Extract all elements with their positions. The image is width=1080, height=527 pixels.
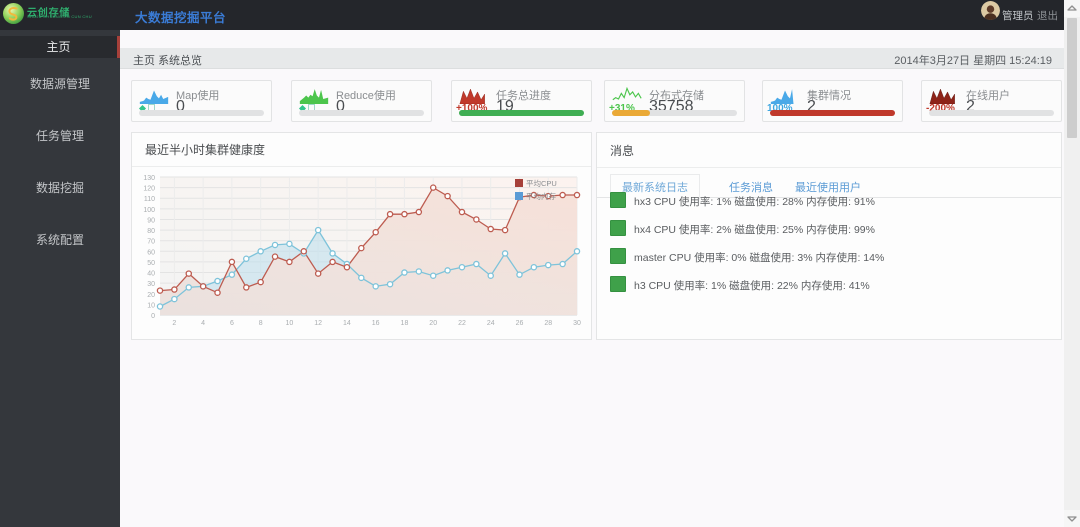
svg-text:4: 4 <box>201 320 205 327</box>
svg-text:18: 18 <box>401 320 409 327</box>
svg-text:60: 60 <box>147 249 155 256</box>
svg-text:16: 16 <box>372 320 380 327</box>
svg-text:30: 30 <box>573 320 581 327</box>
svg-text:12: 12 <box>314 320 322 327</box>
svg-text:110: 110 <box>144 196 155 203</box>
svg-text:130: 130 <box>143 175 155 182</box>
svg-text:0: 0 <box>151 313 155 320</box>
svg-text:10: 10 <box>147 302 155 309</box>
svg-text:2: 2 <box>172 320 176 327</box>
svg-text:6: 6 <box>230 320 234 327</box>
svg-text:40: 40 <box>147 271 155 278</box>
svg-text:100: 100 <box>143 207 155 214</box>
svg-text:120: 120 <box>143 186 155 193</box>
svg-text:平均内存: 平均内存 <box>526 191 556 201</box>
svg-text:24: 24 <box>487 320 495 327</box>
svg-text:50: 50 <box>147 260 155 267</box>
svg-text:14: 14 <box>343 320 351 327</box>
svg-text:90: 90 <box>147 217 155 224</box>
svg-text:10: 10 <box>286 320 294 327</box>
svg-text:20: 20 <box>147 292 155 299</box>
svg-text:20: 20 <box>429 320 437 327</box>
svg-text:8: 8 <box>259 320 263 327</box>
svg-text:28: 28 <box>544 320 552 327</box>
svg-text:22: 22 <box>458 320 466 327</box>
svg-text:26: 26 <box>516 320 524 327</box>
svg-text:70: 70 <box>147 239 155 246</box>
svg-text:平均CPU: 平均CPU <box>526 178 557 188</box>
svg-text:80: 80 <box>147 228 155 235</box>
svg-text:30: 30 <box>147 281 155 288</box>
